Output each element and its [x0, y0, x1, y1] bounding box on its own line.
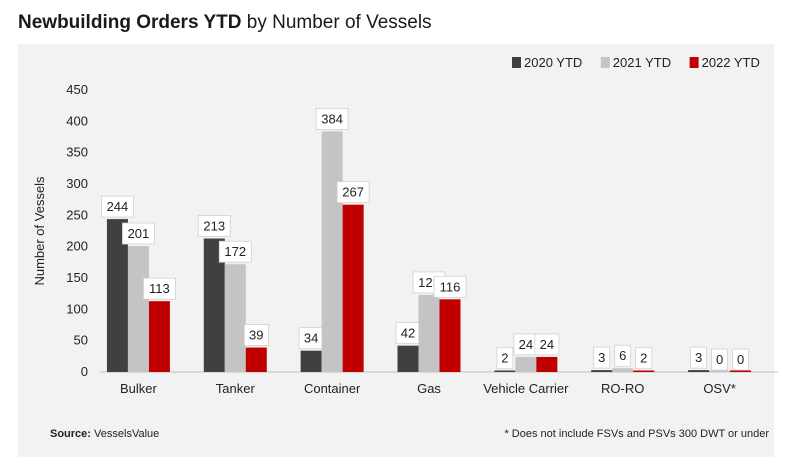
data-label-box	[143, 277, 176, 300]
bar-container-2022-ytd	[342, 204, 364, 372]
bar-gas-2021-ytd	[418, 294, 440, 372]
data-label-box	[496, 347, 514, 370]
x-tick-label: Container	[304, 381, 361, 396]
data-label: 24	[540, 337, 554, 352]
data-label: 384	[321, 111, 343, 126]
data-label: 113	[149, 281, 170, 296]
data-label: 116	[440, 279, 461, 294]
data-label-box	[732, 348, 749, 371]
data-label-box	[593, 346, 611, 369]
data-label: 6	[619, 348, 626, 363]
bar-gas-2020-ytd	[397, 345, 419, 372]
data-label-box	[711, 348, 728, 371]
x-tick-label: Gas	[417, 381, 441, 396]
bar-ro-ro-2020-ytd	[591, 370, 613, 372]
data-label: 34	[304, 331, 318, 346]
bar-bulker-2020-ytd	[106, 219, 128, 372]
footnote: * Does not include FSVs and PSVs 300 DWT…	[504, 428, 769, 440]
y-tick-label: 350	[66, 145, 88, 160]
data-label: 201	[128, 226, 150, 241]
x-tick-label: Bulker	[120, 381, 158, 396]
bar-container-2020-ytd	[300, 350, 322, 372]
y-tick-label: 400	[66, 113, 88, 128]
y-tick-label: 0	[81, 364, 88, 379]
data-label-box	[614, 344, 632, 367]
data-label-box	[218, 240, 252, 263]
legend-label-2021-ytd: 2021 YTD	[613, 55, 671, 70]
bar-container-2021-ytd	[321, 131, 343, 372]
bar-bulker-2022-ytd	[148, 301, 170, 372]
data-label: 2	[640, 351, 647, 366]
y-tick-label: 200	[66, 239, 88, 254]
bar-gas-2022-ytd	[439, 299, 461, 372]
y-tick-label: 300	[66, 176, 88, 191]
data-label: 24	[519, 337, 533, 352]
y-tick-label: 100	[66, 301, 88, 316]
data-label-box	[243, 324, 269, 346]
bar-vehicle-carrier-2022-ytd	[536, 356, 558, 372]
y-tick-label: 150	[66, 270, 88, 285]
data-label-box	[197, 215, 231, 237]
x-tick-label: Vehicle Carrier	[483, 381, 569, 396]
data-label: 42	[401, 326, 415, 341]
bar-tanker-2021-ytd	[224, 264, 246, 372]
data-label: 267	[342, 185, 364, 200]
x-tick-label: RO-RO	[601, 381, 644, 396]
data-label-box	[101, 195, 134, 218]
data-label: 2	[501, 351, 508, 366]
chart-title: Newbuilding Orders YTD by Number of Vess…	[18, 12, 432, 34]
source-value: VesselsValue	[94, 428, 160, 440]
x-tick-label: OSV*	[703, 381, 736, 396]
data-label: 0	[716, 352, 723, 367]
data-label-box	[690, 346, 707, 369]
bar-osv-2020-ytd	[688, 370, 710, 372]
bar-osv-2021-ytd	[709, 370, 731, 372]
data-label-box	[336, 181, 370, 204]
legend-label-2020-ytd: 2020 YTD	[524, 55, 582, 70]
bar-osv-2022-ytd	[730, 370, 752, 372]
data-label: 172	[224, 244, 246, 259]
bar-vehicle-carrier-2020-ytd	[494, 370, 516, 372]
x-tick-label: Tanker	[216, 381, 256, 396]
data-label-box	[635, 347, 653, 370]
source-note: Source: VesselsValue	[50, 428, 159, 440]
bar-ro-ro-2022-ytd	[633, 370, 655, 372]
bar-tanker-2020-ytd	[203, 238, 225, 372]
data-label: 3	[695, 350, 702, 365]
title-rest: by Number of Vessels	[246, 12, 432, 33]
data-label: 213	[203, 219, 225, 234]
legend-label-2022-ytd: 2022 YTD	[702, 55, 760, 70]
y-axis-title: Number of Vessels	[32, 176, 47, 286]
data-label: 3	[598, 350, 605, 365]
data-label-box	[315, 107, 349, 130]
bar-bulker-2021-ytd	[127, 246, 149, 372]
data-label-box	[122, 222, 155, 245]
data-label: 39	[249, 328, 263, 343]
bar-tanker-2022-ytd	[245, 347, 267, 372]
legend-swatch-2022-ytd	[689, 57, 699, 68]
y-tick-label: 250	[66, 207, 88, 222]
legend-swatch-2021-ytd	[600, 57, 610, 68]
data-label-box	[433, 275, 467, 298]
bar-ro-ro-2021-ytd	[612, 368, 634, 372]
data-label: 244	[107, 199, 129, 214]
source-label: Source:	[50, 428, 91, 440]
bar-vehicle-carrier-2021-ytd	[515, 356, 537, 372]
data-label-box	[534, 333, 560, 356]
y-tick-label: 450	[66, 82, 88, 97]
y-tick-label: 50	[74, 333, 88, 348]
data-label: 0	[737, 352, 744, 367]
legend-swatch-2020-ytd	[512, 57, 521, 68]
title-bold: Newbuilding Orders YTD	[18, 12, 242, 33]
